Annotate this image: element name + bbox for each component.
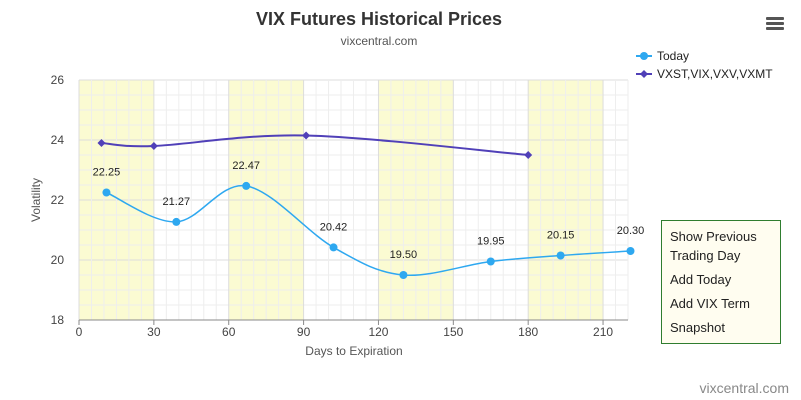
credit-link[interactable]: vixcentral.com: [700, 380, 789, 396]
x-tick-label: 90: [297, 325, 311, 339]
data-point: [242, 181, 251, 190]
legend-label: Today: [657, 49, 689, 63]
data-point: [399, 271, 408, 279]
series-line: [101, 134, 529, 156]
chart-subtitle: vixcentral.com: [341, 34, 418, 48]
data-point: [626, 247, 635, 255]
x-tick-label: 0: [76, 325, 83, 339]
legend-marker: [640, 52, 648, 60]
data-label: 20.15: [547, 230, 575, 242]
data-label: 19.95: [477, 236, 505, 248]
x-tick-label: 180: [518, 325, 538, 339]
series-layer: [97, 131, 635, 279]
menu-item-show-previous-trading-day[interactable]: Show Previous Trading Day: [670, 229, 757, 263]
legend-item-vxst-vix-vxv-vxmt[interactable]: VXST,VIX,VXV,VXMT: [636, 67, 773, 81]
series-line: [106, 185, 631, 277]
legend-marker: [640, 70, 648, 78]
data-point: [486, 257, 495, 266]
x-tick-label: 150: [443, 325, 463, 339]
y-tick-label: 22: [51, 193, 65, 207]
hamburger-menu-icon[interactable]: [766, 17, 784, 33]
axes: 0 30 60 90 120 150 180 210 18 20 22 24 26: [51, 73, 628, 339]
data-point: [102, 188, 111, 197]
legend: Today VXST,VIX,VXV,VXMT: [636, 49, 773, 81]
data-label: 19.50: [390, 249, 418, 261]
y-tick-label: 18: [51, 313, 65, 327]
data-point: [524, 151, 533, 159]
y-tick-label: 24: [51, 133, 65, 147]
menu-item-snapshot[interactable]: Snapshot: [670, 320, 725, 335]
y-axis-title: Volatility: [29, 178, 43, 222]
series-today: [102, 181, 635, 279]
legend-item-today[interactable]: Today: [636, 49, 689, 63]
data-point: [302, 131, 311, 140]
data-label: 20.30: [617, 225, 645, 237]
data-point: [329, 243, 338, 252]
data-point: [556, 251, 565, 260]
data-label: 22.25: [93, 167, 121, 179]
data-label: 20.42: [320, 221, 348, 233]
x-tick-label: 210: [593, 325, 613, 339]
data-label: 21.27: [163, 196, 191, 208]
legend-label: VXST,VIX,VXV,VXMT: [657, 67, 773, 81]
data-point: [172, 217, 181, 226]
chart-options-menu: Show Previous Trading Day Add Today Add …: [661, 220, 781, 344]
y-tick-label: 26: [51, 73, 65, 87]
x-tick-label: 120: [368, 325, 388, 339]
x-tick-label: 30: [147, 325, 161, 339]
x-axis-title: Days to Expiration: [305, 344, 402, 358]
series-vxst-vix-vxv-vxmt: [97, 131, 533, 159]
data-point: [149, 142, 158, 150]
data-labels: 22.25 21.27 22.47 20.42 19.50 19.95 20.15 20.30: [93, 160, 645, 261]
chart-title: VIX Futures Historical Prices: [256, 9, 502, 29]
menu-item-add-vix-term[interactable]: Add VIX Term: [670, 296, 750, 311]
x-tick-label: 60: [222, 325, 236, 339]
menu-item-add-today[interactable]: Add Today: [670, 272, 732, 287]
data-label: 22.47: [232, 160, 260, 172]
y-tick-label: 20: [51, 253, 65, 267]
data-point: [97, 139, 106, 147]
